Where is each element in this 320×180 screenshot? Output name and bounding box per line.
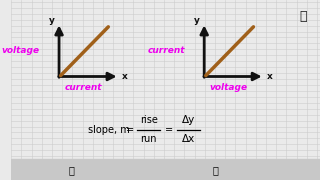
Text: voltage: voltage [2,46,40,55]
Text: rise: rise [140,115,157,125]
Text: voltage: voltage [210,83,248,92]
Text: x: x [267,72,273,81]
Text: =: = [164,125,173,135]
Text: slope, m: slope, m [88,125,130,135]
Text: run: run [140,134,157,145]
Text: current: current [148,46,185,55]
Text: y: y [49,16,54,25]
Text: ⬛: ⬛ [299,10,307,23]
Text: y: y [194,16,200,25]
Text: 🟩: 🟩 [68,165,74,175]
Text: Δx: Δx [182,134,196,145]
Text: Δy: Δy [182,115,196,125]
Text: current: current [65,83,102,92]
Text: x: x [122,72,128,81]
Text: 🟩: 🟩 [212,165,218,175]
Bar [11,159,320,180]
Text: =: = [126,125,134,135]
